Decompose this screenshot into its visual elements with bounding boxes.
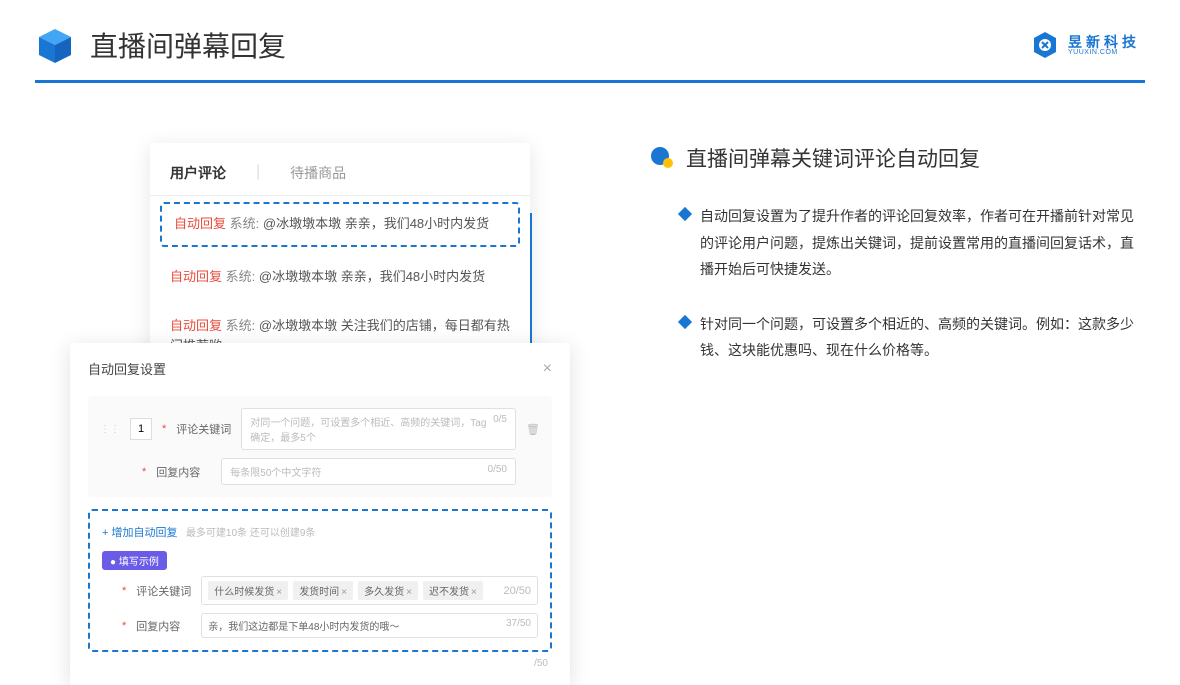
example-section: + 增加自动回复 最多可建10条 还可以创建9条 ● 填写示例 * 评论关键词 …: [88, 509, 552, 652]
placeholder-text: 每条限50个中文字符: [230, 464, 321, 479]
rule-form-block: ⋮⋮ 1 * 评论关键词 对同一个问题，可设置多个相近、高频的关键词，Tag确定…: [88, 396, 552, 497]
reply-label: 回复内容: [156, 464, 211, 480]
char-counter: 37/50: [506, 618, 531, 633]
keyword-label: 评论关键词: [136, 583, 191, 599]
char-counter: 0/50: [488, 464, 507, 479]
footer-counter: /50: [88, 652, 552, 669]
comment-item-highlighted: 自动回复 系统: @冰墩墩本墩 亲亲，我们48小时内发货: [160, 202, 520, 247]
system-label: 系统:: [226, 318, 256, 333]
bubble-icon: [650, 146, 674, 170]
char-counter: 0/5: [493, 414, 507, 444]
bullet-text: 自动回复设置为了提升作者的评论回复效率，作者可在开播前针对常见的评论用户问题，提…: [700, 203, 1140, 283]
reply-input[interactable]: 每条限50个中文字符 0/50: [221, 458, 516, 485]
tab-bar: 用户评论 | 待播商品: [150, 163, 530, 196]
keyword-tag[interactable]: 多久发货×: [358, 581, 418, 600]
keyword-tag[interactable]: 什么时候发货×: [208, 581, 288, 600]
keyword-tag[interactable]: 迟不发货×: [423, 581, 483, 600]
required-mark: *: [162, 423, 166, 435]
description-panel: 直播间弹幕关键词评论自动回复 自动回复设置为了提升作者的评论回复效率，作者可在开…: [650, 143, 1140, 392]
auto-reply-badge: 自动回复: [174, 216, 226, 231]
required-mark: *: [122, 585, 126, 597]
diamond-bullet-icon: [678, 315, 692, 329]
keyword-label: 评论关键词: [176, 421, 231, 437]
modal-title: 自动回复设置: [88, 359, 166, 378]
settings-modal: 自动回复设置 × ⋮⋮ 1 * 评论关键词 对同一个问题，可设置多个相近、高频的…: [70, 343, 570, 685]
section-title: 直播间弹幕关键词评论自动回复: [686, 143, 980, 173]
tag-input[interactable]: 什么时候发货× 发货时间× 多久发货× 迟不发货× 20/50: [201, 576, 538, 605]
page-title: 直播间弹幕回复: [90, 25, 286, 65]
bullet-item: 自动回复设置为了提升作者的评论回复效率，作者可在开播前针对常见的评论用户问题，提…: [650, 203, 1140, 283]
rule-number: 1: [130, 418, 152, 440]
example-reply-text: 亲，我们这边都是下单48小时内发货的哦～: [208, 618, 399, 633]
reply-label: 回复内容: [136, 618, 191, 634]
reply-example-input[interactable]: 亲，我们这边都是下单48小时内发货的哦～ 37/50: [201, 613, 538, 638]
required-mark: *: [122, 620, 126, 632]
keyword-tag[interactable]: 发货时间×: [293, 581, 353, 600]
close-icon[interactable]: ×: [543, 360, 552, 378]
required-mark: *: [142, 466, 146, 478]
add-hint: 最多可建10条 还可以创建9条: [186, 528, 315, 539]
logo-text-en: YUUXIN.COM: [1068, 49, 1140, 56]
cube-icon: [35, 25, 75, 65]
screenshot-composite: 用户评论 | 待播商品 自动回复 系统: @冰墩墩本墩 亲亲，我们48小时内发货…: [80, 143, 590, 392]
logo-icon: [1030, 30, 1060, 60]
example-badge: ● 填写示例: [102, 551, 167, 570]
auto-reply-badge: 自动回复: [170, 269, 222, 284]
tab-separator: |: [256, 163, 260, 183]
comment-text: @冰墩墩本墩 亲亲，我们48小时内发货: [263, 216, 489, 231]
keyword-input[interactable]: 对同一个问题，可设置多个相近、高频的关键词，Tag确定，最多5个 0/5: [241, 408, 516, 450]
tab-pending-goods[interactable]: 待播商品: [290, 163, 346, 183]
tag-list: 什么时候发货× 发货时间× 多久发货× 迟不发货×: [208, 581, 485, 600]
char-counter: 20/50: [503, 585, 531, 597]
diamond-bullet-icon: [678, 207, 692, 221]
comment-item: 自动回复 系统: @冰墩墩本墩 亲亲，我们48小时内发货: [150, 253, 530, 302]
auto-reply-badge: 自动回复: [170, 318, 222, 333]
logo-text-cn: 昱新科技: [1068, 35, 1140, 49]
delete-icon[interactable]: 🗑: [526, 423, 540, 436]
bullet-item: 针对同一个问题，可设置多个相近的、高频的关键词。例如：这款多少钱、这块能优惠吗、…: [650, 311, 1140, 364]
placeholder-text: 对同一个问题，可设置多个相近、高频的关键词，Tag确定，最多5个: [250, 414, 493, 444]
system-label: 系统:: [226, 269, 256, 284]
drag-handle-icon[interactable]: ⋮⋮: [100, 424, 120, 435]
system-label: 系统:: [230, 216, 260, 231]
add-rule-link[interactable]: + 增加自动回复: [102, 527, 177, 539]
comment-text: @冰墩墩本墩 亲亲，我们48小时内发货: [259, 269, 485, 284]
brand-logo: 昱新科技 YUUXIN.COM: [1030, 30, 1140, 60]
bullet-text: 针对同一个问题，可设置多个相近的、高频的关键词。例如：这款多少钱、这块能优惠吗、…: [700, 311, 1140, 364]
tab-user-comments[interactable]: 用户评论: [170, 163, 226, 183]
page-header: 直播间弹幕回复 昱新科技 YUUXIN.COM: [0, 0, 1180, 80]
